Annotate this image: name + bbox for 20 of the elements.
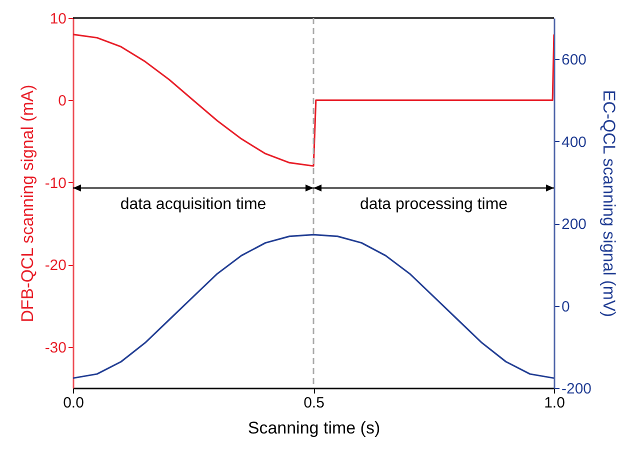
annotation: data processing time: [360, 196, 508, 213]
y2-tick-label: 600: [562, 52, 587, 69]
y-tick-label: -30: [44, 339, 66, 356]
y-tick-label: -10: [44, 174, 66, 192]
x-axis-title: Scanning time (s): [248, 418, 380, 438]
y-axis-title: DFB-QCL scanning signal (mA): [18, 84, 37, 322]
y2-axis-title: EC-QCL scanning signal (mV): [600, 90, 619, 318]
y-tick-label: 0: [58, 92, 66, 110]
y-tick-label: -20: [44, 257, 66, 274]
x-tick-label: 0.0: [63, 394, 84, 412]
line-series: [73, 34, 554, 167]
y2-tick-label: 0: [562, 298, 570, 316]
y2-tick-label: 400: [562, 134, 587, 151]
y2-tick-label: -200: [562, 380, 592, 398]
line-series: [73, 234, 554, 379]
y-tick-label: 10: [50, 10, 66, 28]
x-tick-label: 0.5: [304, 394, 324, 412]
annotation: data acquisition time: [120, 196, 266, 213]
x-tick-label: 1.0: [544, 394, 565, 412]
y2-tick-label: 200: [562, 216, 587, 234]
